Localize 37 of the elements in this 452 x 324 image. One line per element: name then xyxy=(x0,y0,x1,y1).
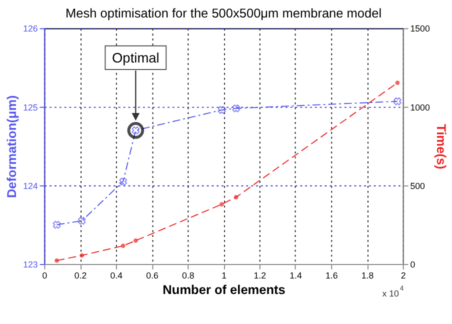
x-tick-label: 0 xyxy=(42,270,48,280)
x-tick-label: 0.2 xyxy=(74,270,87,280)
y-tick-label: 125 xyxy=(23,102,38,112)
y2-tick-label: 1500 xyxy=(410,24,430,34)
y-tick-label: 123 xyxy=(23,259,38,270)
y2-tick-label: 1000 xyxy=(410,102,430,112)
y-tick-label: 124 xyxy=(23,180,38,191)
point xyxy=(395,80,400,85)
x-tick-label: 0.6 xyxy=(146,270,159,280)
x-tick-label: 2 xyxy=(400,270,406,280)
point xyxy=(220,202,224,206)
point xyxy=(218,106,226,114)
x-tick-label: 1.6 xyxy=(325,270,338,280)
point xyxy=(80,253,84,258)
point xyxy=(54,258,59,263)
point xyxy=(119,178,128,186)
x-tick-label: 1 xyxy=(222,270,227,280)
chart-title: Mesh optimisation for the 500x500μm membrane model xyxy=(66,5,382,20)
annotation: Optimal xyxy=(112,50,160,66)
point xyxy=(52,220,61,229)
point xyxy=(78,216,86,225)
point xyxy=(120,244,126,248)
y2-tick-label: 500 xyxy=(410,180,426,191)
x-tick-label: 0.4 xyxy=(110,270,123,280)
x-tick-label: 1.4 xyxy=(290,270,302,280)
y-tick-label: 126 xyxy=(23,24,38,34)
point xyxy=(394,97,402,106)
y2-tick-label: 0 xyxy=(410,259,416,270)
x-axis-title: Number of elements xyxy=(162,282,286,298)
x-tick-label: 1.8 xyxy=(361,270,374,280)
x-tick-label: 1.2 xyxy=(254,270,266,280)
point xyxy=(232,104,240,112)
x-tick-label: 0.8 xyxy=(182,270,194,280)
y2-axis-title: Time(s) xyxy=(434,124,449,170)
y-axis-title: Deformation(μm) xyxy=(4,95,20,198)
point xyxy=(234,195,238,200)
point xyxy=(133,238,138,243)
